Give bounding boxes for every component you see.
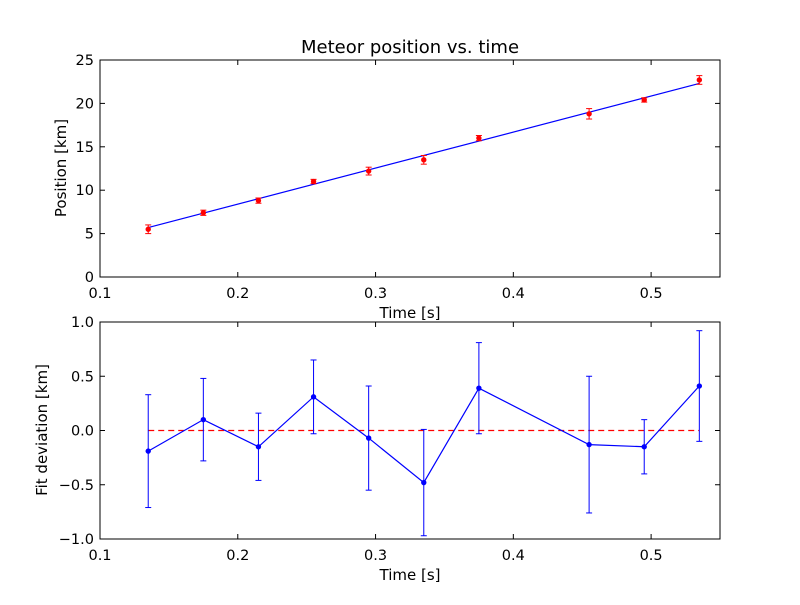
top-x-tick-label: 0.4 bbox=[502, 286, 525, 302]
bottom-x-tick-label: 0.3 bbox=[364, 548, 387, 564]
top-axes-frame bbox=[99, 59, 721, 278]
top-y-tick-label: 25 bbox=[76, 53, 94, 69]
bottom-y-tick-label: −0.5 bbox=[59, 478, 94, 494]
bottom-y-axis-label: Fit deviation [km] bbox=[33, 364, 51, 496]
top-chart-title: Meteor position vs. time bbox=[301, 37, 519, 58]
top-y-tick-label: 15 bbox=[76, 140, 94, 156]
position-data-point bbox=[200, 210, 207, 216]
top-x-axis-label: Time [s] bbox=[379, 304, 441, 322]
residual-data-point bbox=[310, 394, 317, 400]
residual-data-point bbox=[641, 444, 647, 450]
position-data-point bbox=[586, 111, 592, 117]
position-data-point bbox=[641, 97, 647, 103]
top-x-tick-label: 0.2 bbox=[226, 286, 249, 302]
residual-data-point bbox=[365, 435, 372, 441]
residual-data-point bbox=[476, 385, 482, 391]
top-x-tick-label: 0.5 bbox=[640, 286, 663, 302]
residual-data-point bbox=[696, 383, 703, 389]
residual-data-point bbox=[200, 416, 207, 423]
residual-data-point bbox=[145, 448, 151, 454]
top-y-tick-label: 10 bbox=[76, 183, 94, 199]
bottom-x-tick-label: 0.1 bbox=[88, 548, 111, 564]
top-y-tick-label: 0 bbox=[85, 270, 94, 286]
bottom-y-tick-label: 1.0 bbox=[71, 315, 94, 331]
position-data-point bbox=[255, 197, 262, 204]
bottom-x-tick-label: 0.5 bbox=[640, 548, 663, 564]
top-y-axis-label: Position [km] bbox=[52, 119, 70, 217]
position-data-point bbox=[145, 226, 151, 232]
position-data-point bbox=[476, 135, 482, 141]
position-data-point bbox=[365, 168, 372, 174]
top-x-tick-label: 0.1 bbox=[88, 286, 111, 302]
residual-data-point bbox=[421, 479, 427, 486]
residual-data-point bbox=[586, 441, 592, 448]
bottom-y-tick-label: 0.0 bbox=[71, 424, 94, 440]
top-y-tick-label: 20 bbox=[76, 96, 94, 112]
position-data-point bbox=[421, 157, 427, 163]
bottom-x-tick-label: 0.2 bbox=[226, 548, 249, 564]
bottom-plot-area: 0.1 0.2 0.3 0.4 0.5 1.0 0.5 0.0 −0.5 −1.0 bbox=[59, 315, 721, 564]
position-data-point bbox=[696, 77, 703, 83]
bottom-x-tick-label: 0.4 bbox=[502, 548, 525, 564]
top-plot-area: 0.1 0.2 0.3 0.4 0.5 0 5 10 15 20 25 bbox=[76, 53, 721, 302]
position-data-point bbox=[310, 178, 317, 185]
bottom-y-tick-label: 0.5 bbox=[71, 369, 94, 385]
bottom-y-tick-label: −1.0 bbox=[59, 532, 94, 548]
residual-line bbox=[147, 385, 700, 484]
top-y-tick-label: 5 bbox=[85, 227, 94, 243]
top-x-tick-label: 0.3 bbox=[364, 286, 387, 302]
residual-data-point bbox=[255, 444, 262, 450]
bottom-x-axis-label: Time [s] bbox=[379, 566, 441, 584]
